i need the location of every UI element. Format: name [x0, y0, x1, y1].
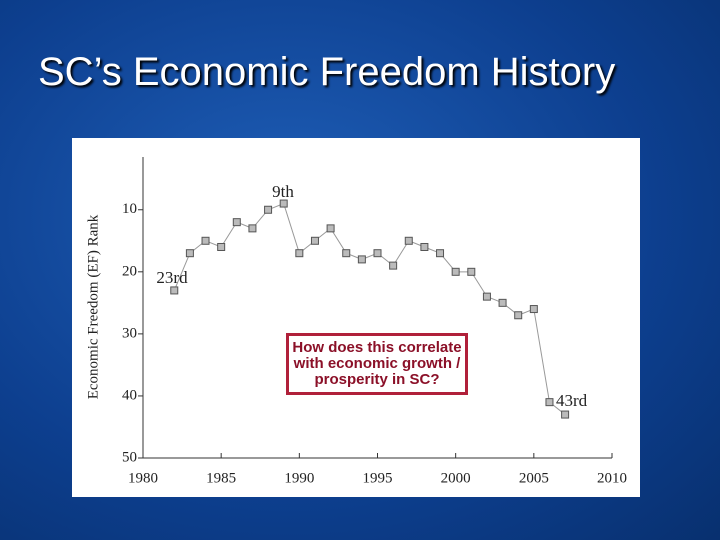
annotation: 43rd — [556, 391, 588, 410]
data-point — [310, 236, 319, 245]
data-point — [514, 311, 523, 320]
data-point — [482, 292, 491, 301]
data-point — [404, 236, 413, 245]
annotation: 9th — [272, 182, 294, 201]
data-point — [436, 249, 445, 258]
x-tick-label: 1980 — [128, 470, 158, 486]
data-point — [326, 224, 335, 233]
slide-title: SC’s Economic Freedom History — [38, 50, 616, 94]
data-point — [232, 218, 241, 227]
data-point — [201, 236, 210, 245]
callout: How does this correlate with economic gr… — [286, 333, 468, 395]
x-tick-label: 1995 — [363, 470, 393, 486]
y-tick-label: 30 — [122, 325, 137, 341]
y-tick-label: 50 — [122, 449, 137, 465]
y-axis-label: Economic Freedom (EF) Rank — [85, 214, 101, 399]
x-tick-label: 2005 — [519, 470, 549, 486]
chart-background — [72, 138, 640, 497]
data-point — [264, 205, 273, 214]
data-point — [420, 242, 429, 251]
x-tick-label: 1990 — [284, 470, 314, 486]
data-point — [545, 398, 554, 407]
x-tick-label: 1985 — [206, 470, 236, 486]
data-point — [248, 224, 257, 233]
data-point — [185, 249, 194, 258]
data-point — [217, 242, 226, 251]
data-point — [170, 286, 179, 295]
y-tick-label: 20 — [122, 263, 137, 279]
data-point — [498, 298, 507, 307]
data-point — [529, 305, 538, 314]
data-point — [451, 267, 460, 276]
y-tick-label: 10 — [122, 201, 137, 217]
data-point — [389, 261, 398, 270]
y-tick-label: 40 — [122, 387, 137, 403]
annotation: 23rd — [156, 268, 188, 287]
x-tick-label: 2000 — [441, 470, 471, 486]
data-point — [467, 267, 476, 276]
data-point — [279, 199, 288, 208]
data-point — [357, 255, 366, 264]
data-point — [561, 410, 570, 419]
data-point — [295, 249, 304, 258]
data-point — [373, 249, 382, 258]
data-point — [342, 249, 351, 258]
x-tick-label: 2010 — [597, 470, 627, 486]
